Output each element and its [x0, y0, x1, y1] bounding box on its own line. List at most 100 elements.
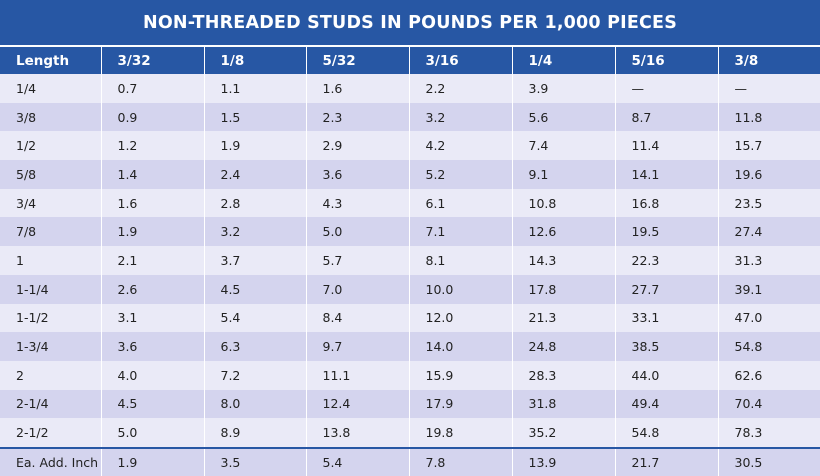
- table-cell: Ea. Add. Inch: [0, 446, 101, 476]
- table-cell: 2.1: [100, 246, 204, 275]
- table-cell: 1-1/4: [0, 274, 101, 304]
- table-cell: —: [614, 74, 718, 103]
- table-cell: 5/8: [0, 160, 101, 189]
- table-cell: 8.9: [203, 418, 306, 448]
- table-cell: 4.5: [100, 389, 204, 419]
- table-cell: 78.3: [717, 418, 820, 448]
- table-cell: 30.5: [717, 446, 820, 476]
- table-cell: 14.0: [408, 332, 512, 361]
- table-cell: 9.7: [305, 332, 409, 361]
- table-cell: 7.4: [511, 131, 615, 161]
- column-header-5-16: 5/16: [614, 45, 718, 74]
- table-cell: 7.1: [408, 217, 512, 247]
- table-cell: 6.1: [408, 188, 512, 218]
- table-cell: 12.6: [511, 217, 615, 247]
- table-cell: 24.8: [511, 332, 615, 361]
- table-cell: 38.5: [614, 332, 718, 361]
- table-cell: 2.9: [305, 131, 409, 161]
- table-cell: 3.9: [511, 74, 615, 103]
- table-cell: 10.0: [408, 274, 512, 304]
- table-cell: 44.0: [614, 360, 718, 390]
- studs-weight-table: Length 3/32 1/8 5/32 3/16 1/4 5/16 3/8 1…: [0, 45, 820, 476]
- table-cell: 3/4: [0, 188, 101, 218]
- table-cell: 1.5: [203, 102, 306, 132]
- table-cell: 17.8: [511, 274, 615, 304]
- table-cell: 12.4: [305, 389, 409, 419]
- table-cell: 17.9: [408, 389, 512, 419]
- table-row: 2 4.0 7.2 11.1 15.9 28.3 44.0 62.6: [0, 360, 820, 390]
- table-row: 3/4 1.6 2.8 4.3 6.1 10.8 16.8 23.5: [0, 188, 820, 218]
- table-row: 1/4 0.7 1.1 1.6 2.2 3.9— —: [0, 74, 820, 103]
- table-cell: 3.2: [408, 102, 512, 132]
- table-row: 1-1/4 2.6 4.5 7.0 10.0 17.8 27.7 39.1: [0, 274, 820, 304]
- table-cell: 2.4: [203, 160, 306, 189]
- table-cell: 3.5: [203, 446, 306, 476]
- table-cell: 2: [0, 360, 101, 390]
- table-cell: 1/2: [0, 131, 101, 161]
- table-cell: 1: [0, 246, 101, 275]
- table-cell: 15.7: [717, 131, 820, 161]
- table-cell: 54.8: [717, 332, 820, 361]
- table-cell: 12.0: [408, 303, 512, 333]
- table-row: 1 2.1 3.7 5.7 8.1 14.3 22.3 31.3: [0, 246, 820, 275]
- column-header-3-32: 3/32: [100, 45, 204, 74]
- table-cell: 2-1/2: [0, 418, 101, 448]
- table-body: 1/4 0.7 1.1 1.6 2.2 3.9— —3/8 0.9 1.5 2.3 3.2 5.6 8.…: [0, 74, 820, 448]
- table-cell: 8.0: [203, 389, 306, 419]
- table-cell: 54.8: [614, 418, 718, 448]
- table-cell: 4.2: [408, 131, 512, 161]
- table-cell: 22.3: [614, 246, 718, 275]
- table-cell: 15.9: [408, 360, 512, 390]
- table-cell: 3.7: [203, 246, 306, 275]
- table-cell: 2.8: [203, 188, 306, 218]
- table-cell: 1-3/4: [0, 332, 101, 361]
- table-cell: 7.2: [203, 360, 306, 390]
- table-cell: 3.2: [203, 217, 306, 247]
- table-cell: 10.8: [511, 188, 615, 218]
- table-cell: 11.8: [717, 102, 820, 132]
- table-cell: 11.4: [614, 131, 718, 161]
- table-cell: 21.7: [614, 446, 718, 476]
- table-cell: 7.8: [408, 446, 512, 476]
- table-cell: 62.6: [717, 360, 820, 390]
- table-cell: 4.3: [305, 188, 409, 218]
- table-cell: 7/8: [0, 217, 101, 247]
- table-cell: 28.3: [511, 360, 615, 390]
- table-cell: 19.5: [614, 217, 718, 247]
- table-cell: 13.8: [305, 418, 409, 448]
- table-cell: 11.1: [305, 360, 409, 390]
- table-cell: 5.6: [511, 102, 615, 132]
- header-row: Length 3/32 1/8 5/32 3/16 1/4 5/16 3/8: [0, 45, 820, 74]
- table-row: 1-3/4 3.6 6.3 9.7 14.0 24.8 38.5 54.8: [0, 332, 820, 361]
- table-cell: 5.0: [305, 217, 409, 247]
- table-cell: 19.6: [717, 160, 820, 189]
- table-cell: 5.4: [305, 446, 409, 476]
- table-cell: 3.6: [100, 332, 204, 361]
- table-cell: 39.1: [717, 274, 820, 304]
- table-cell: 2-1/4: [0, 389, 101, 419]
- footer-row-each-additional-inch: Ea. Add. Inch 1.9 3.5 5.4 7.8 13.9 21.7 …: [0, 446, 820, 476]
- table-cell: 35.2: [511, 418, 615, 448]
- table-cell: 8.4: [305, 303, 409, 333]
- table-cell: 3.6: [305, 160, 409, 189]
- table-cell: 1.6: [100, 188, 204, 218]
- column-header-5-32: 5/32: [305, 45, 409, 74]
- table-cell: 31.3: [717, 246, 820, 275]
- table-cell: 0.9: [100, 102, 204, 132]
- table-row: 1-1/2 3.1 5.4 8.4 12.0 21.3 33.1 47.0: [0, 303, 820, 333]
- table-row: 5/8 1.4 2.4 3.6 5.2 9.1 14.1 19.6: [0, 160, 820, 189]
- column-header-3-8: 3/8: [717, 45, 820, 74]
- table-cell: 1/4: [0, 74, 101, 103]
- table-cell: 5.0: [100, 418, 204, 448]
- table-cell: 1.6: [305, 74, 409, 103]
- table-cell: 19.8: [408, 418, 512, 448]
- table-cell: 1.9: [100, 446, 204, 476]
- table-cell: 5.7: [305, 246, 409, 275]
- table-cell: 3/8: [0, 102, 101, 132]
- column-header-3-16: 3/16: [408, 45, 512, 74]
- column-header-1-8: 1/8: [203, 45, 306, 74]
- table-cell: 1.2: [100, 131, 204, 161]
- table-cell: 1.9: [203, 131, 306, 161]
- table-cell: 31.8: [511, 389, 615, 419]
